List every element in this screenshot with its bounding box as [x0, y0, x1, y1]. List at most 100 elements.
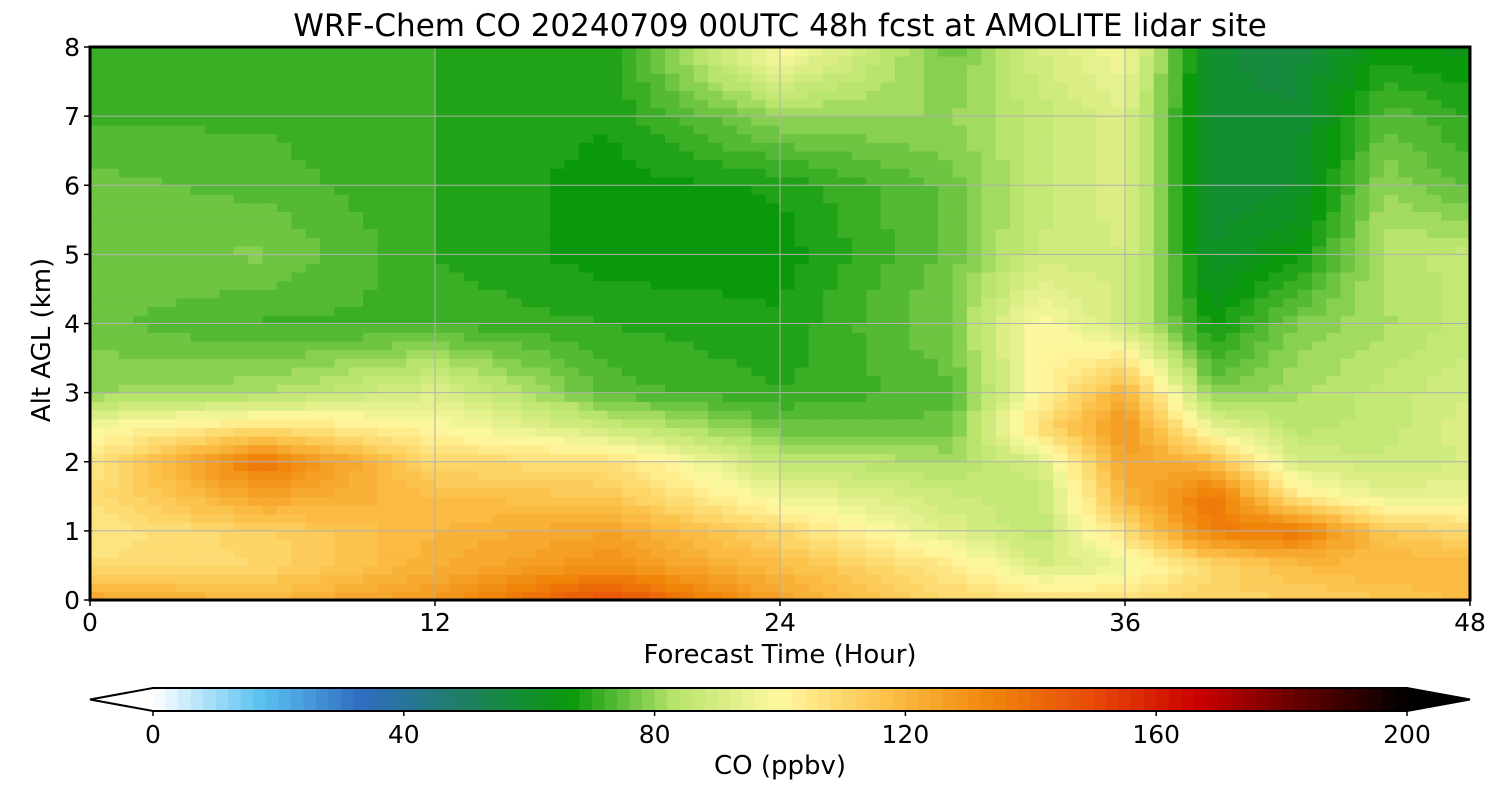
heatmap-cell: [1067, 150, 1083, 161]
heatmap-cell: [995, 288, 1011, 299]
heatmap-cell: [650, 349, 666, 359]
heatmap-cell: [118, 228, 134, 238]
heatmap-cell: [1225, 228, 1241, 238]
heatmap-cell: [348, 582, 364, 593]
heatmap-cell: [952, 539, 968, 549]
heatmap-cell: [1383, 323, 1399, 333]
heatmap-cell: [607, 496, 623, 506]
heatmap-cell: [1383, 470, 1399, 480]
heatmap-cell: [478, 504, 494, 515]
heatmap-cell: [1340, 409, 1356, 420]
heatmap-cell: [1326, 332, 1342, 342]
heatmap-cell: [1125, 427, 1141, 437]
heatmap-cell: [808, 349, 824, 359]
heatmap-cell: [1010, 556, 1026, 567]
heatmap-cell: [478, 461, 494, 472]
heatmap-cell: [1196, 254, 1213, 264]
heatmap-cell: [1182, 504, 1198, 515]
heatmap-cell: [478, 150, 494, 161]
heatmap-cell: [966, 340, 983, 351]
heatmap-cell: [1081, 453, 1098, 463]
heatmap-cell: [650, 323, 666, 333]
heatmap-cell: [1182, 332, 1198, 342]
heatmap-cell: [722, 461, 738, 472]
heatmap-cell: [1355, 513, 1371, 524]
heatmap-cell: [248, 366, 264, 377]
heatmap-cell: [1168, 418, 1184, 428]
heatmap-cell: [1168, 228, 1184, 238]
heatmap-cell: [736, 263, 753, 273]
heatmap-cell: [1139, 185, 1155, 195]
heatmap-cell: [693, 340, 709, 351]
heatmap-cell: [492, 280, 508, 290]
heatmap-cell: [866, 375, 882, 385]
heatmap-cell: [521, 167, 537, 178]
heatmap-cell: [1196, 470, 1213, 480]
heatmap-cell: [190, 237, 206, 247]
heatmap-cell: [276, 314, 293, 325]
heatmap-cell: [995, 383, 1011, 394]
heatmap-cell: [607, 556, 623, 567]
heatmap-cell: [708, 565, 724, 575]
heatmap-cell: [334, 167, 350, 178]
heatmap-cell: [751, 574, 767, 584]
heatmap-cell: [478, 470, 494, 480]
heatmap-cell: [1283, 479, 1299, 489]
heatmap-cell: [751, 159, 767, 169]
heatmap-cell: [751, 306, 767, 316]
heatmap-cell: [1398, 288, 1414, 299]
heatmap-cell: [708, 254, 724, 264]
heatmap-cell: [751, 280, 767, 290]
heatmap-cell: [1455, 539, 1470, 549]
heatmap-cell: [1225, 358, 1241, 368]
heatmap-cell: [1369, 427, 1385, 437]
heatmap-cell: [1038, 185, 1054, 195]
heatmap-cell: [837, 202, 853, 212]
heatmap-cell: [794, 159, 810, 169]
heatmap-cell: [1311, 193, 1328, 204]
heatmap-cell: [506, 159, 523, 169]
heatmap-cell: [492, 193, 508, 204]
heatmap-cell: [1038, 245, 1054, 256]
heatmap-cell: [348, 323, 364, 333]
heatmap-cell: [492, 323, 508, 333]
heatmap-cell: [751, 548, 767, 558]
heatmap-cell: [938, 366, 954, 377]
heatmap-cell: [693, 228, 709, 238]
heatmap-cell: [449, 401, 465, 411]
heatmap-cell: [1326, 548, 1342, 558]
heatmap-cell: [966, 582, 983, 593]
heatmap-cell: [708, 159, 724, 169]
heatmap-cell: [463, 591, 479, 600]
heatmap-cell: [262, 340, 278, 351]
heatmap-cell: [923, 401, 939, 411]
heatmap-cell: [348, 418, 364, 428]
heatmap-cell: [320, 332, 336, 342]
heatmap-cell: [1426, 392, 1443, 403]
heatmap-cell: [650, 539, 666, 549]
heatmap-cell: [1125, 487, 1141, 498]
heatmap-cell: [391, 263, 408, 273]
heatmap-cell: [1081, 271, 1098, 282]
heatmap-cell: [449, 392, 465, 403]
heatmap-cell: [133, 323, 149, 333]
heatmap-cell: [780, 288, 796, 299]
heatmap-cell: [593, 530, 609, 541]
heatmap-cell: [823, 556, 839, 567]
heatmap-cell: [794, 513, 810, 524]
heatmap-cell: [1268, 323, 1284, 333]
heatmap-cell: [665, 211, 681, 221]
heatmap-cell: [1426, 556, 1443, 567]
heatmap-cell: [248, 288, 264, 299]
heatmap-cell: [320, 461, 336, 472]
heatmap-cell: [1297, 556, 1313, 567]
heatmap-cell: [492, 202, 508, 212]
heatmap-cell: [995, 530, 1011, 541]
heatmap-cell: [176, 444, 192, 454]
heatmap-cell: [506, 504, 523, 515]
heatmap-cell: [665, 565, 681, 575]
heatmap-cell: [262, 202, 278, 212]
heatmap-cell: [1412, 453, 1428, 463]
heatmap-cell: [1010, 496, 1026, 506]
heatmap-cell: [492, 332, 508, 342]
